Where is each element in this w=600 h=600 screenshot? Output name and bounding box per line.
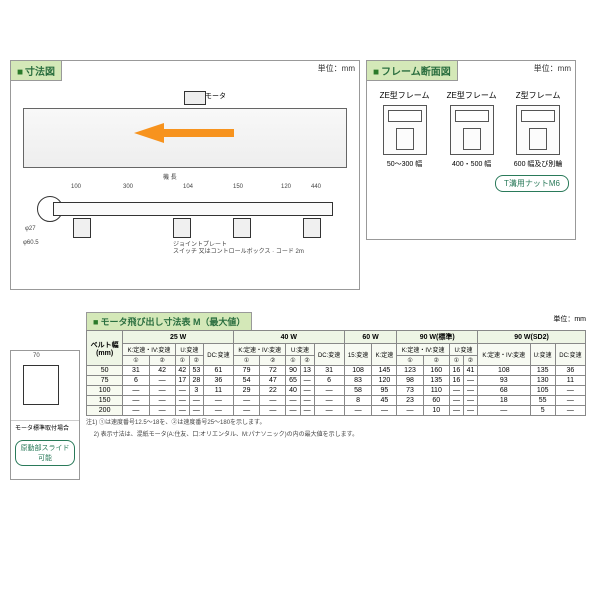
side-view: モータ bbox=[23, 108, 347, 168]
dim-notes: ジョイントプレート スイッチ 又はコントロールボックス · コード 2m bbox=[173, 242, 333, 255]
aux-dim: 70 bbox=[33, 353, 40, 359]
frame-unit: 単位：mm bbox=[534, 63, 571, 74]
dim-d3: φ60.5 bbox=[23, 240, 39, 246]
frame-range: 600 幅及び別輪 bbox=[514, 159, 563, 169]
frame-columns: ZE型フレーム 50～300 幅 ZE型フレーム 400・500 幅 Z型フレーム 600… bbox=[367, 82, 575, 173]
footnote-2: 2) 表示寸法は、混紙モータ(A:住友、口:オリエンタル、M:パナソニック)の内… bbox=[86, 432, 586, 440]
mount-1 bbox=[73, 218, 91, 238]
dim-unit: 単位：mm bbox=[318, 63, 355, 74]
dim-drawing: モータ φ27 φ60.5 100 300 104 150 bbox=[11, 82, 359, 260]
aux-panel: 70 モータ標準取付場合 原動部スライド可能 bbox=[10, 350, 80, 480]
dim-d1: φ27 bbox=[25, 226, 36, 232]
table-unit: 単位：mm bbox=[553, 314, 586, 324]
frame-rect bbox=[53, 202, 333, 216]
dim-l6: 120 bbox=[281, 184, 291, 190]
frame-col: ZE型フレーム 50～300 幅 bbox=[380, 90, 430, 169]
table-title: ■モータ飛び出し寸法表 M（最大値） bbox=[86, 312, 252, 330]
dimensions-panel: ■寸法図 単位：mm モータ φ27 φ60.5 100 bbox=[10, 60, 360, 290]
mount-4 bbox=[303, 218, 321, 238]
dim-l2: 300 bbox=[123, 184, 133, 190]
frame-shape bbox=[383, 105, 427, 155]
top-view: φ27 φ60.5 100 300 104 150 120 440 機 長 ジョ… bbox=[23, 178, 347, 258]
dim-l1: 100 bbox=[71, 184, 81, 190]
frame-shape bbox=[516, 105, 560, 155]
aux-drawing: 70 bbox=[11, 351, 79, 421]
direction-arrow-head bbox=[134, 123, 164, 143]
frame-col: ZE型フレーム 400・500 幅 bbox=[447, 90, 497, 169]
mount-3 bbox=[233, 218, 251, 238]
dim-lL: 機 長 bbox=[163, 172, 177, 181]
frame-type-label: ZE型フレーム bbox=[380, 90, 430, 101]
motor-label: モータ bbox=[205, 91, 226, 101]
frame-type-label: ZE型フレーム bbox=[447, 90, 497, 101]
dimensions-title: ■寸法図 bbox=[10, 60, 62, 81]
dim-l5: 150 bbox=[233, 184, 243, 190]
frame-shape bbox=[450, 105, 494, 155]
frame-type-label: Z型フレーム bbox=[514, 90, 563, 101]
motor-table: ベルト幅(mm)25 W40 W60 W90 W(標準)90 W(SD2)K:定… bbox=[86, 330, 586, 416]
dim-l4: 104 bbox=[183, 184, 193, 190]
motor-table-wrap: ■モータ飛び出し寸法表 M（最大値） 単位：mm ベルト幅(mm)25 W40 … bbox=[86, 312, 586, 440]
frame-col: Z型フレーム 600 幅及び別輪 bbox=[514, 90, 563, 169]
aux-shape bbox=[23, 365, 59, 405]
frame-section-panel: ■フレーム断面図 単位：mm ZE型フレーム 50～300 幅 ZE型フレーム 400・… bbox=[366, 60, 576, 240]
frame-title: ■フレーム断面図 bbox=[366, 60, 458, 81]
aux-note: モータ標準取付場合 bbox=[11, 421, 79, 434]
motor-icon bbox=[184, 91, 206, 105]
mount-2 bbox=[173, 218, 191, 238]
frame-range: 50～300 幅 bbox=[380, 159, 430, 169]
frame-range: 400・500 幅 bbox=[447, 159, 497, 169]
direction-arrow-bar bbox=[164, 129, 234, 137]
dim-l7: 440 bbox=[311, 184, 321, 190]
slide-badge: 原動部スライド可能 bbox=[15, 440, 75, 466]
footnote-1: 注1) ①は速度番号12.5～18を、②は速度番号25～180を示します。 bbox=[86, 420, 586, 428]
tnut-badge: T溝用ナットM6 bbox=[495, 175, 569, 192]
